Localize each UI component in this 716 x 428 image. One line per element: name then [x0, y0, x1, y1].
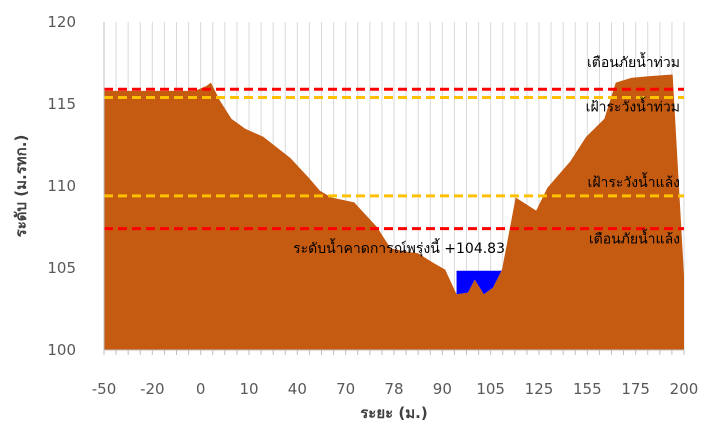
terrain-area	[104, 74, 684, 350]
y-tick-labels: 100 105 110 115 120	[47, 13, 76, 359]
threshold-label-low-warning: เตือนภัยน้ำแล้ง	[589, 229, 680, 248]
x-tick-labels: -50 -20 0 10 40 70 78 90 105 125 155 175 200	[92, 380, 699, 398]
x-tick-label: -20	[140, 380, 165, 398]
threshold-label-flood-watch: เฝ้าระวังน้ำท่วม	[586, 96, 680, 115]
x-tick-label: 0	[196, 380, 206, 398]
axes	[103, 22, 685, 355]
y-tick-label: 115	[47, 95, 76, 113]
x-tick-label: 70	[336, 380, 355, 398]
x-axis-title: ระยะ (ม.)	[360, 404, 427, 422]
x-tick-label: 40	[288, 380, 307, 398]
x-tick-label: 105	[476, 380, 505, 398]
y-tick-label: 105	[47, 259, 76, 277]
x-tick-label: 10	[239, 380, 258, 398]
y-tick-label: 110	[47, 177, 76, 195]
x-tick-label: 175	[621, 380, 650, 398]
water-area	[456, 269, 503, 295]
threshold-labels: เตือนภัยน้ำท่วมเฝ้าระวังน้ำท่วมเฝ้าระวัง…	[586, 52, 680, 247]
y-axis-title: ระดับ (ม.รทก.)	[12, 135, 30, 238]
threshold-lines	[104, 87, 684, 231]
x-tick-label: 78	[384, 380, 403, 398]
threshold-label-low-watch: เฝ้าระวังน้ำแล้ง	[588, 172, 680, 191]
x-tick-label: 155	[573, 380, 602, 398]
y-tick-label: 100	[47, 341, 76, 359]
x-tick-label: -50	[92, 380, 117, 398]
x-tick-label: 200	[670, 380, 699, 398]
threshold-label-flood-warning: เตือนภัยน้ำท่วม	[587, 52, 680, 71]
x-tick-label: 125	[525, 380, 554, 398]
y-tick-label: 120	[47, 13, 76, 31]
x-tick-label: 90	[433, 380, 452, 398]
water-level-label: ระดับน้ำคาดการณ์พรุ่งนี้ +104.83	[293, 238, 505, 257]
